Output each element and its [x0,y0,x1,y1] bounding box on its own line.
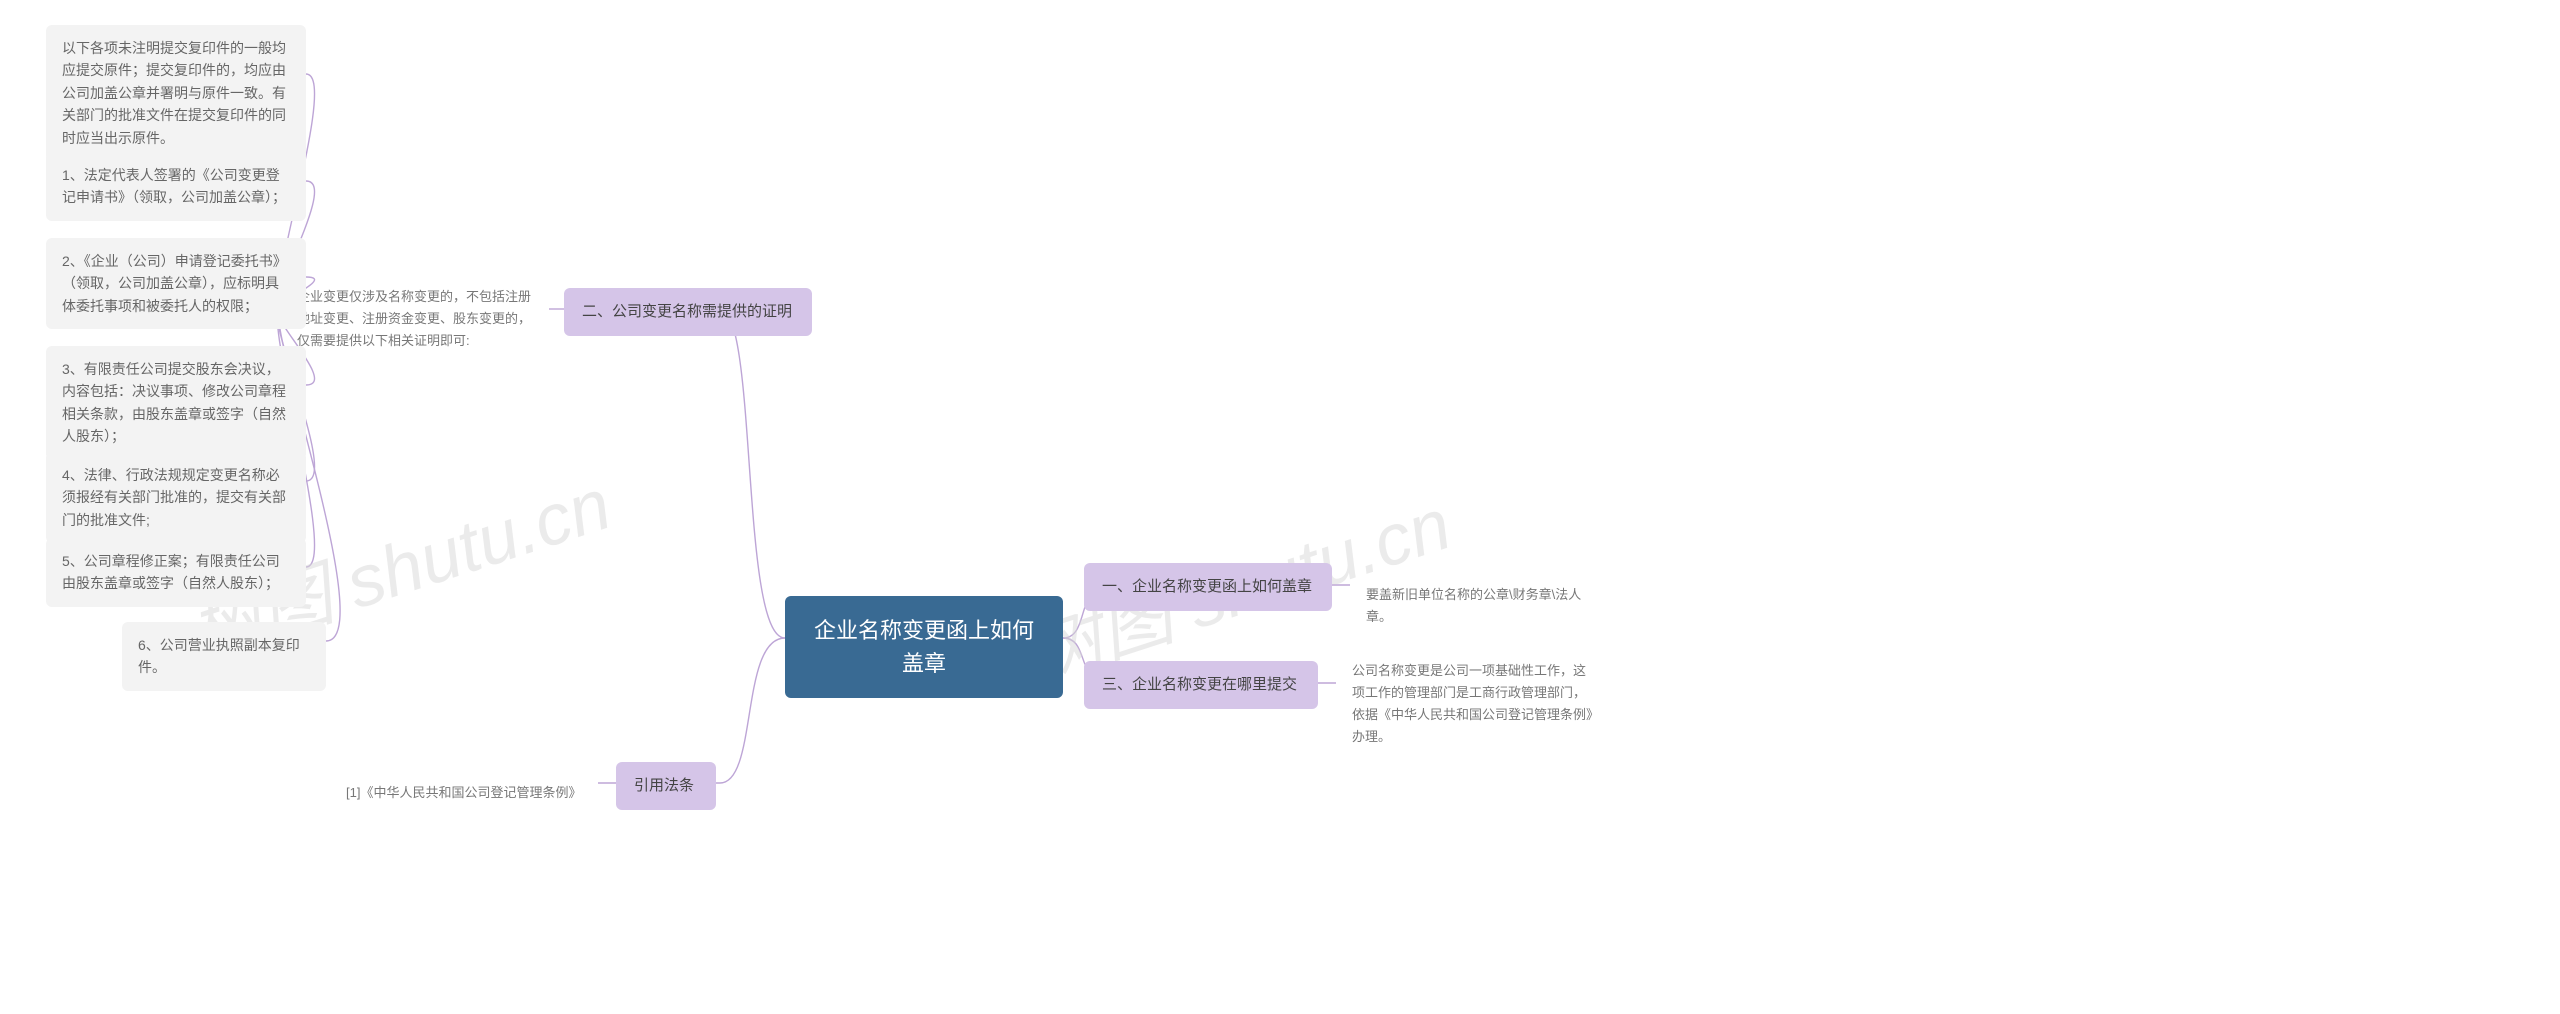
mindmap-node-b2-4[interactable]: 3、有限责任公司提交股东会决议，内容包括：决议事项、修改公司章程相关条款，由股东… [46,346,306,460]
mindmap-node-b2-intro[interactable]: 企业变更仅涉及名称变更的，不包括注册地址变更、注册资金变更、股东变更的，仅需要提… [281,276,549,362]
mindmap-node-b2-2[interactable]: 1、法定代表人签署的《公司变更登记申请书》（领取，公司加盖公章）； [46,152,306,221]
mindmap-node-b2[interactable]: 二、公司变更名称需提供的证明 [564,288,812,336]
mindmap-node-b2-3[interactable]: 2、《企业（公司）申请登记委托书》（领取，公司加盖公章），应标明具体委托事项和被… [46,238,306,329]
mindmap-node-b3[interactable]: 三、企业名称变更在哪里提交 [1084,661,1318,709]
edge-root-b4 [700,638,785,783]
connectors-layer [0,0,2560,1014]
mindmap-node-b4[interactable]: 引用法条 [616,762,716,810]
mindmap-node-b4-1[interactable]: [1]《中华人民共和国公司登记管理条例》 [330,772,598,814]
mindmap-node-b1-1[interactable]: 要盖新旧单位名称的公章\财务章\法人章。 [1350,574,1600,638]
mindmap-node-root[interactable]: 企业名称变更函上如何盖章 [785,596,1063,698]
mindmap-node-b3-1[interactable]: 公司名称变更是公司一项基础性工作，这项工作的管理部门是工商行政管理部门，依据《中… [1336,650,1612,758]
mindmap-node-b2-5[interactable]: 4、法律、行政法规规定变更名称必须报经有关部门批准的，提交有关部门的批准文件; [46,452,306,543]
mindmap-node-b2-1[interactable]: 以下各项未注明提交复印件的一般均应提交原件；提交复印件的，均应由公司加盖公章并署… [46,25,306,161]
mindmap-node-b2-7[interactable]: 6、公司营业执照副本复印件。 [122,622,326,691]
edge-root-b2 [693,309,785,638]
mindmap-node-b1[interactable]: 一、企业名称变更函上如何盖章 [1084,563,1332,611]
mindmap-node-b2-6[interactable]: 5、公司章程修正案；有限责任公司由股东盖章或签字（自然人股东）； [46,538,306,607]
